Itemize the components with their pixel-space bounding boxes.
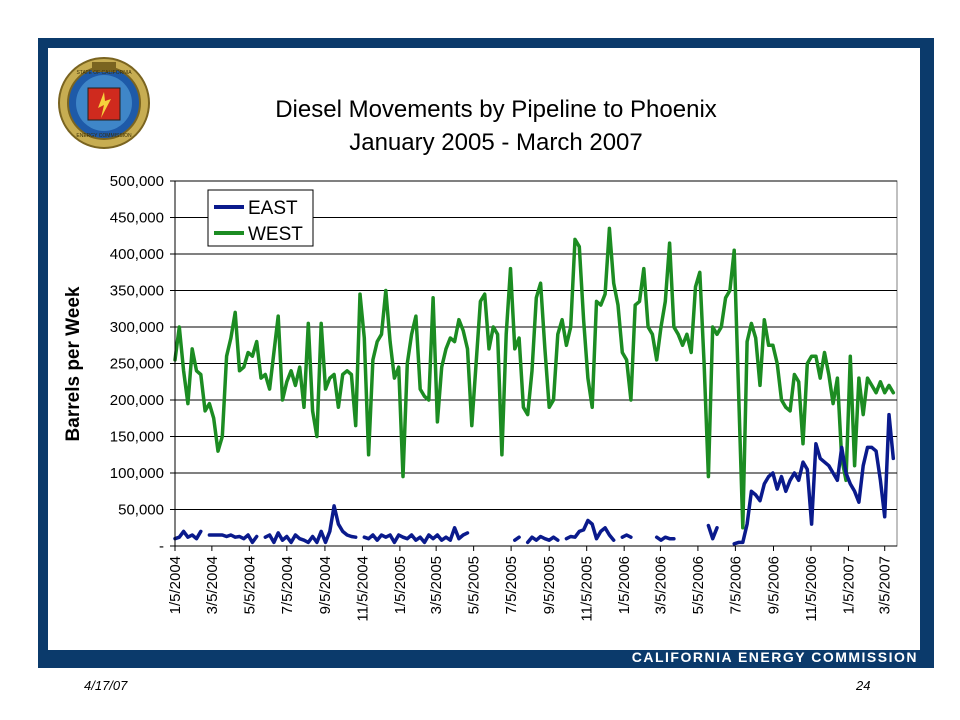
x-tick-label-7: 3/5/2005 bbox=[428, 556, 445, 614]
x-tick-label-0: 1/5/2004 bbox=[167, 556, 184, 614]
footer-title: CALIFORNIA ENERGY COMMISSION bbox=[631, 649, 918, 665]
x-tick-label-13: 3/5/2006 bbox=[652, 556, 669, 614]
y-axis-ticks: - 50,000 100,000 150,000 200,000 250,000 300,0… bbox=[110, 173, 175, 555]
x-tick-label-12: 1/5/2006 bbox=[616, 556, 633, 614]
footer-page-number: 24 bbox=[856, 678, 871, 693]
footer-date: 4/17/07 bbox=[84, 678, 128, 693]
series-lines bbox=[173, 226, 896, 546]
y-tick-label-9: 450,000 bbox=[110, 210, 164, 227]
series-line-east-5 bbox=[525, 534, 560, 545]
y-tick-label-7: 350,000 bbox=[110, 283, 164, 300]
x-axis-ticks: 1/5/2004 3/5/2004 5/5/2004 7/5/2004 9/5/2004… bbox=[167, 546, 894, 622]
x-tick-label-2: 5/5/2004 bbox=[241, 556, 258, 614]
x-tick-label-1: 3/5/2004 bbox=[204, 556, 221, 614]
x-tick-label-3: 7/5/2004 bbox=[279, 556, 296, 614]
y-tick-label-4: 200,000 bbox=[110, 392, 164, 409]
state-seal-logo: STATE OF CALIFORNIA ENERGY COMMISSION bbox=[58, 57, 150, 149]
series-line-east-10 bbox=[732, 412, 896, 546]
x-tick-label-15: 7/5/2006 bbox=[727, 556, 744, 614]
y-tick-label-0: - bbox=[159, 538, 164, 555]
series-line-east-6 bbox=[564, 518, 616, 542]
x-tick-label-11: 11/5/2005 bbox=[579, 556, 596, 622]
x-tick-label-17: 11/5/2006 bbox=[803, 556, 820, 622]
series-line-east-2 bbox=[263, 504, 358, 545]
x-tick-label-4: 9/5/2004 bbox=[317, 556, 334, 614]
series-line-east-4 bbox=[513, 535, 521, 542]
x-tick-label-16: 9/5/2006 bbox=[765, 556, 782, 614]
series-line-east-1 bbox=[207, 533, 259, 545]
legend: EAST WEST bbox=[207, 189, 314, 247]
series-line-east-3 bbox=[362, 526, 470, 545]
series-line-west-0 bbox=[173, 226, 896, 530]
x-tick-label-14: 5/5/2006 bbox=[690, 556, 707, 614]
y-tick-label-2: 100,000 bbox=[110, 465, 164, 482]
legend-label-west: WEST bbox=[248, 224, 303, 245]
y-tick-label-3: 150,000 bbox=[110, 429, 164, 446]
y-tick-label-1: 50,000 bbox=[118, 502, 164, 519]
x-tick-label-6: 1/5/2005 bbox=[392, 556, 409, 614]
legend-box bbox=[207, 189, 314, 247]
series-line-east-9 bbox=[706, 523, 719, 541]
x-tick-label-18: 1/5/2007 bbox=[840, 556, 857, 614]
chart-title: Diesel Movements by Pipeline to Phoenix bbox=[275, 96, 717, 123]
footer-band: CALIFORNIA ENERGY COMMISSION bbox=[38, 649, 934, 668]
x-tick-label-10: 9/5/2005 bbox=[541, 556, 558, 614]
logo-text-bottom: ENERGY COMMISSION bbox=[76, 133, 132, 139]
y-tick-label-8: 400,000 bbox=[110, 246, 164, 263]
series-line-east-0 bbox=[173, 529, 203, 541]
y-axis-label: Barrels per Week bbox=[63, 286, 84, 441]
logo-text-top: STATE OF CALIFORNIA bbox=[76, 70, 132, 76]
x-tick-label-9: 7/5/2005 bbox=[503, 556, 520, 614]
series-line-east-7 bbox=[620, 533, 633, 539]
chart-subtitle: January 2005 - March 2007 bbox=[349, 129, 643, 156]
y-tick-label-5: 250,000 bbox=[110, 356, 164, 373]
series-line-east-8 bbox=[654, 535, 676, 542]
x-tick-label-8: 5/5/2005 bbox=[466, 556, 483, 614]
y-tick-label-10: 500,000 bbox=[110, 173, 164, 190]
legend-label-east: EAST bbox=[248, 198, 298, 219]
y-tick-label-6: 300,000 bbox=[110, 319, 164, 336]
grid-lines bbox=[175, 180, 897, 510]
x-tick-label-5: 11/5/2004 bbox=[354, 556, 371, 622]
x-tick-label-19: 3/5/2007 bbox=[877, 556, 894, 614]
